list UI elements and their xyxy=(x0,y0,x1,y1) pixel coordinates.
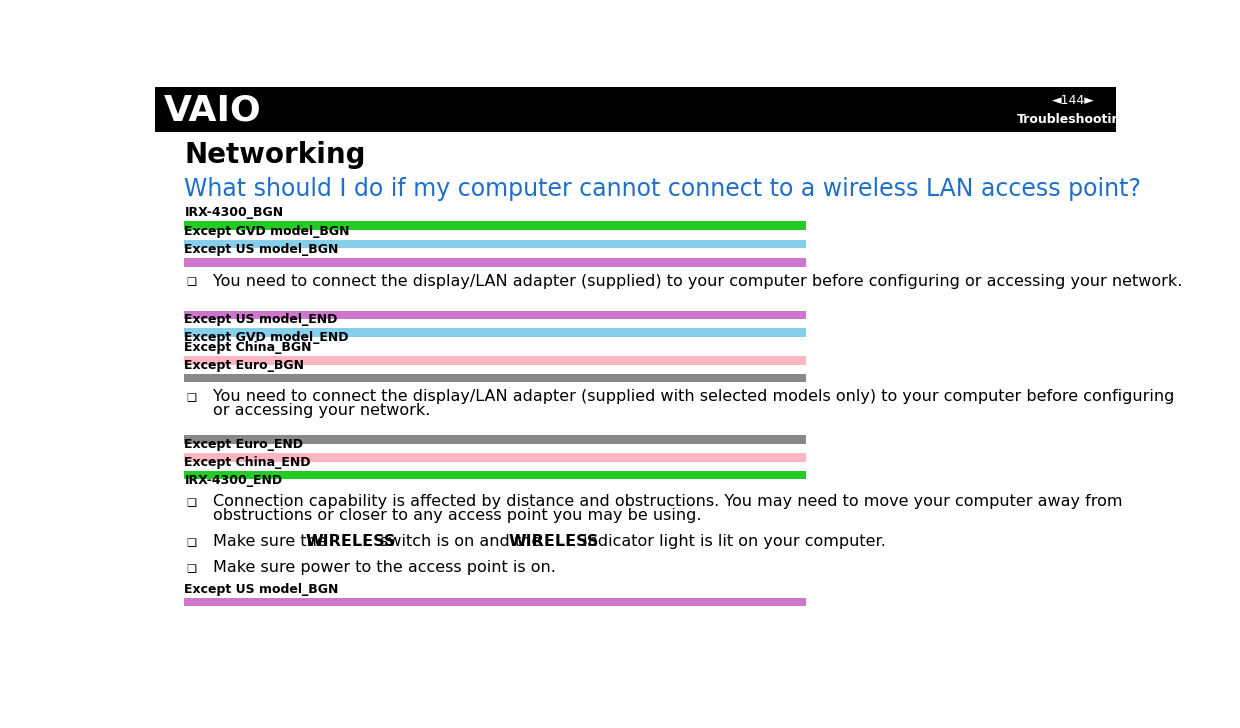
FancyBboxPatch shape xyxy=(185,598,806,606)
FancyBboxPatch shape xyxy=(185,240,806,248)
FancyBboxPatch shape xyxy=(185,356,806,365)
Text: ❑: ❑ xyxy=(187,277,197,286)
FancyBboxPatch shape xyxy=(185,435,806,444)
FancyBboxPatch shape xyxy=(185,258,806,266)
Text: You need to connect the display/LAN adapter (supplied with selected models only): You need to connect the display/LAN adap… xyxy=(213,389,1174,404)
FancyBboxPatch shape xyxy=(185,221,806,230)
Text: Make sure power to the access point is on.: Make sure power to the access point is o… xyxy=(213,561,556,575)
Text: ❑: ❑ xyxy=(187,537,197,547)
Text: or accessing your network.: or accessing your network. xyxy=(213,403,430,419)
Text: ❑: ❑ xyxy=(187,392,197,402)
FancyBboxPatch shape xyxy=(155,87,1116,132)
Text: Except China_END: Except China_END xyxy=(185,456,311,469)
Text: ◄144►: ◄144► xyxy=(1052,94,1095,107)
Text: Make sure the: Make sure the xyxy=(213,534,332,549)
Text: What should I do if my computer cannot connect to a wireless LAN access point?: What should I do if my computer cannot c… xyxy=(185,177,1142,201)
Text: Except China_BGN: Except China_BGN xyxy=(185,341,312,354)
Text: Except Euro_BGN: Except Euro_BGN xyxy=(185,359,305,372)
Text: Except US model_BGN: Except US model_BGN xyxy=(185,243,339,256)
Text: Except US model_END: Except US model_END xyxy=(185,313,337,326)
Text: Connection capability is affected by distance and obstructions. You may need to : Connection capability is affected by dis… xyxy=(213,494,1122,509)
Text: Except US model_BGN: Except US model_BGN xyxy=(185,583,339,596)
Text: You need to connect the display/LAN adapter (supplied) to your computer before c: You need to connect the display/LAN adap… xyxy=(213,274,1183,289)
FancyBboxPatch shape xyxy=(185,453,806,462)
FancyBboxPatch shape xyxy=(185,471,806,479)
FancyBboxPatch shape xyxy=(185,373,806,382)
Text: WIRELESS: WIRELESS xyxy=(508,534,599,549)
Text: Except GVD model_END: Except GVD model_END xyxy=(185,331,348,344)
Text: Except Euro_END: Except Euro_END xyxy=(185,438,304,451)
Text: VAIO: VAIO xyxy=(164,94,262,127)
Text: Except GVD model_BGN: Except GVD model_BGN xyxy=(185,225,350,238)
Text: IRX-4300_END: IRX-4300_END xyxy=(185,473,283,486)
Text: switch is on and the: switch is on and the xyxy=(376,534,547,549)
Text: IRX-4300_BGN: IRX-4300_BGN xyxy=(185,206,284,219)
Text: indicator light is lit on your computer.: indicator light is lit on your computer. xyxy=(578,534,887,549)
Text: Networking: Networking xyxy=(185,141,366,169)
Text: WIRELESS: WIRELESS xyxy=(305,534,396,549)
FancyBboxPatch shape xyxy=(185,328,806,337)
Text: Troubleshooting: Troubleshooting xyxy=(1017,113,1130,126)
Text: ❑: ❑ xyxy=(187,496,197,507)
Text: ❑: ❑ xyxy=(187,563,197,573)
Text: obstructions or closer to any access point you may be using.: obstructions or closer to any access poi… xyxy=(213,508,702,523)
FancyBboxPatch shape xyxy=(185,311,806,319)
